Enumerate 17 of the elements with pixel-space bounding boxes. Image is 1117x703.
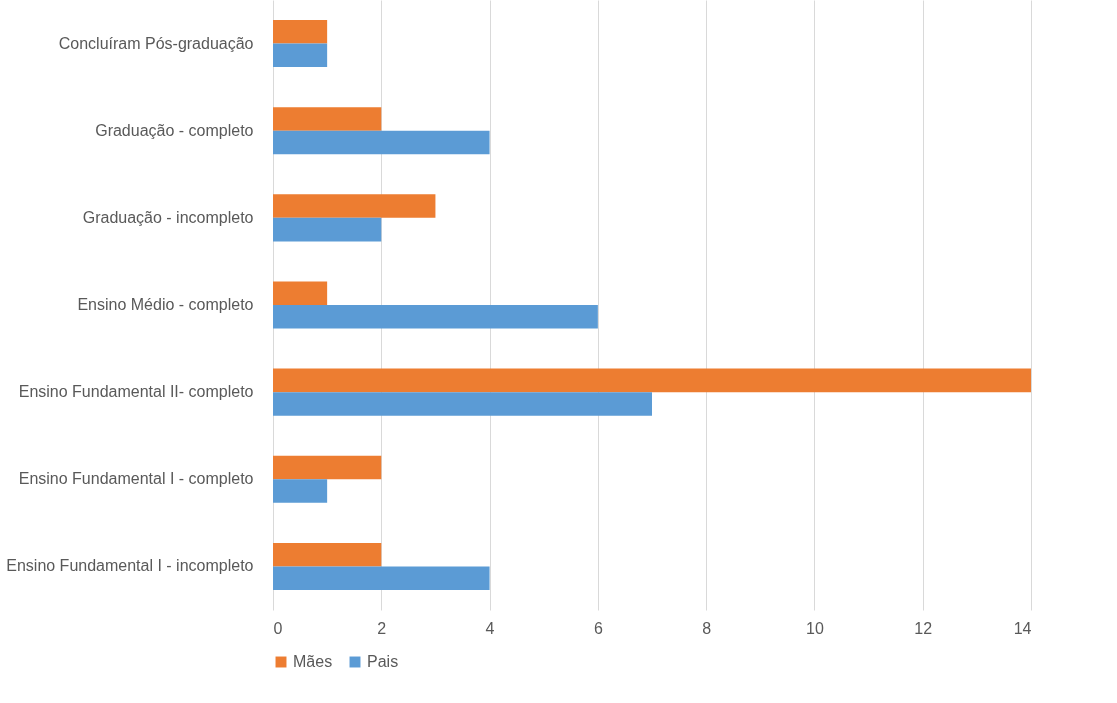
y-tick-label: Ensino Fundamental I - incompleto bbox=[6, 557, 254, 575]
x-tick-label: 6 bbox=[593, 619, 603, 637]
y-tick-label: Ensino Fundamental I - completo bbox=[18, 470, 254, 488]
x-tick-label: 0 bbox=[273, 619, 283, 637]
y-tick-label: Ensino Fundamental II- completo bbox=[18, 383, 254, 401]
x-tick-label: 2 bbox=[377, 619, 387, 637]
y-tick-label: Graduação - incompleto bbox=[82, 208, 254, 226]
x-tick-label: 10 bbox=[806, 619, 824, 637]
legend-label: Mães bbox=[293, 653, 333, 670]
y-tick-label: Graduação - completo bbox=[95, 121, 254, 139]
x-tick-label: 12 bbox=[914, 619, 933, 637]
y-tick-label: Ensino Médio - completo bbox=[77, 296, 254, 313]
x-tick-label: 4 bbox=[485, 619, 495, 637]
y-tick-label: Concluíram Pós-graduação bbox=[58, 34, 254, 52]
x-tick-label: 14 bbox=[1013, 619, 1032, 637]
x-tick-label: 8 bbox=[702, 619, 712, 637]
legend-label: Pais bbox=[367, 653, 399, 670]
